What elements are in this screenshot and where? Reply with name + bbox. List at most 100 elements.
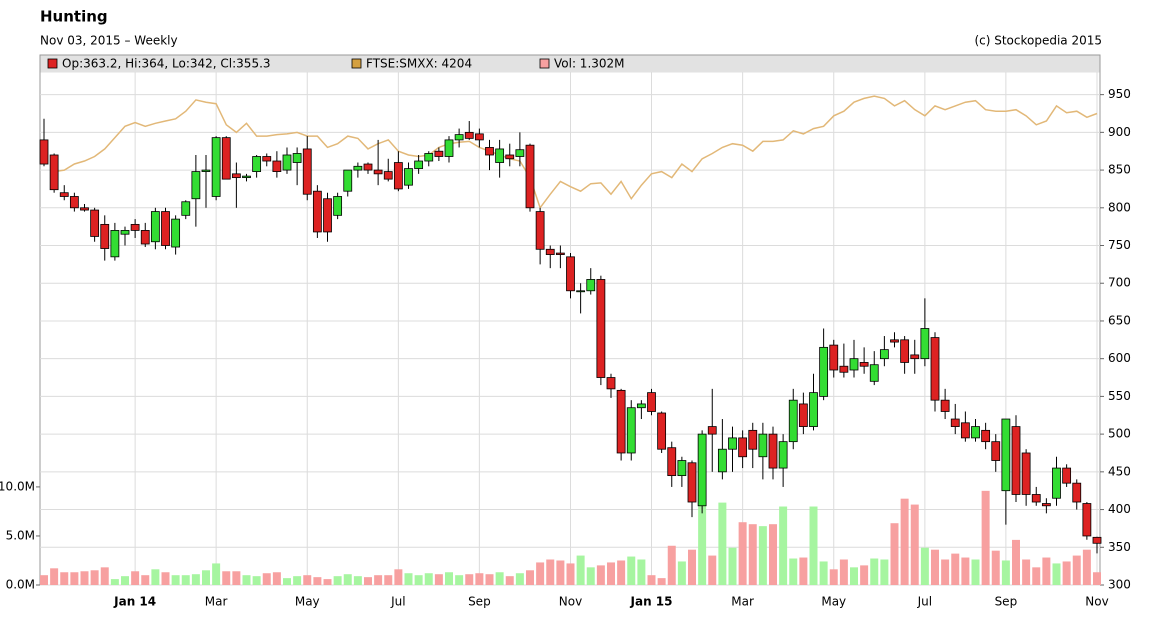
- candle-body: [110, 230, 120, 258]
- volume-bar: [191, 574, 200, 585]
- candle-body: [991, 441, 1001, 461]
- candle-body: [59, 192, 69, 197]
- legend: Op:363.2, Hi:364, Lo:342, Cl:355.3 FTSE:S…: [47, 57, 625, 71]
- candle-body: [1041, 503, 1051, 507]
- volume-bar: [880, 559, 889, 585]
- volume-bar: [586, 567, 595, 585]
- candle-body: [728, 437, 737, 450]
- x-tick-label: May: [295, 595, 320, 609]
- x-tick-label: May: [821, 595, 846, 609]
- y-tick-label: 850: [1108, 163, 1131, 177]
- candle-body: [768, 433, 778, 469]
- candle-body: [69, 196, 79, 209]
- candle-body: [302, 148, 312, 195]
- volume-tick-label: 0.0M: [6, 578, 35, 592]
- volume-bar: [799, 557, 808, 585]
- volume-bar: [171, 575, 180, 585]
- candle-body: [636, 403, 646, 409]
- comparison-line: [53, 95, 1098, 210]
- candle-body: [647, 392, 656, 412]
- candle-body: [171, 218, 181, 248]
- candle-body: [930, 337, 940, 401]
- volume-bar: [1012, 539, 1020, 585]
- volume-bar: [445, 572, 453, 585]
- volume-bar: [951, 553, 960, 585]
- volume-bar: [475, 573, 484, 585]
- candle-body: [333, 196, 343, 216]
- candle-body: [798, 403, 808, 427]
- volume-bar: [242, 575, 251, 585]
- candle-body: [950, 418, 960, 427]
- y-tick-label: 450: [1108, 464, 1131, 478]
- candle-body: [242, 175, 251, 179]
- candle-body: [717, 448, 727, 473]
- volume-bar: [920, 547, 929, 585]
- candle-body: [586, 279, 596, 292]
- candle-body: [444, 139, 454, 157]
- legend-swatch: [351, 58, 362, 69]
- volume-bar: [991, 550, 1000, 585]
- candle-body: [373, 169, 383, 175]
- volume-bars: [40, 490, 1101, 585]
- credit: (c) Stockopedia 2015: [974, 34, 1102, 48]
- y-tick-label: 800: [1108, 200, 1131, 214]
- volume-bar: [981, 490, 990, 585]
- candle-body: [738, 437, 748, 458]
- candle-body: [900, 339, 910, 363]
- grid: [36, 72, 1104, 586]
- volume-bar: [769, 524, 777, 585]
- volume-bar: [141, 575, 150, 585]
- y-tick-label: 300: [1108, 578, 1131, 592]
- volume-bar: [1001, 560, 1010, 585]
- legend-swatch: [539, 58, 550, 69]
- candle-body: [687, 462, 697, 503]
- candle-body: [555, 252, 565, 255]
- candle-body: [879, 349, 889, 360]
- volume-bar: [384, 575, 393, 585]
- y-tick-label: 650: [1108, 313, 1131, 327]
- y-tick-label: 700: [1108, 276, 1131, 290]
- volume-bar: [566, 563, 575, 585]
- volume-bar: [485, 574, 494, 585]
- x-tick-label: Jan 14: [113, 595, 156, 609]
- volume-bar: [374, 575, 383, 585]
- candle-body: [819, 346, 829, 397]
- volume-bar: [151, 569, 160, 585]
- candle-body: [869, 364, 879, 382]
- candle-body: [181, 201, 191, 216]
- volume-bar: [870, 558, 879, 585]
- volume-bar: [303, 575, 312, 585]
- volume-bar: [202, 570, 210, 585]
- volume-bar: [181, 575, 190, 585]
- y-tick-label: 500: [1108, 427, 1131, 441]
- volume-bar: [495, 572, 504, 585]
- volume-bar: [961, 557, 970, 585]
- candle-body: [596, 279, 606, 378]
- candle-body: [39, 139, 49, 165]
- volume-bar: [394, 569, 403, 585]
- volume-bar: [607, 562, 615, 585]
- candle-body: [1031, 494, 1041, 503]
- y-tick-label: 750: [1108, 238, 1131, 252]
- volume-bar: [657, 578, 666, 585]
- volume-bar: [465, 574, 474, 585]
- volume-bar: [1032, 567, 1041, 585]
- volume-bar: [596, 565, 605, 585]
- volume-bar: [931, 549, 939, 585]
- volume-bar: [647, 575, 656, 585]
- volume-bar: [232, 571, 241, 585]
- x-tick-label: Nov: [1085, 595, 1108, 609]
- candle-body: [667, 447, 677, 477]
- volume-bar: [262, 573, 271, 585]
- candle-body: [161, 211, 170, 246]
- candle-body: [809, 392, 818, 427]
- candle-body: [495, 148, 505, 163]
- candle-body: [49, 154, 59, 191]
- volume-bar: [1022, 559, 1031, 585]
- volume-bar: [293, 576, 302, 585]
- volume-bar: [110, 579, 119, 585]
- legend-bar: [40, 55, 1100, 73]
- x-tick-label: Nov: [559, 595, 582, 609]
